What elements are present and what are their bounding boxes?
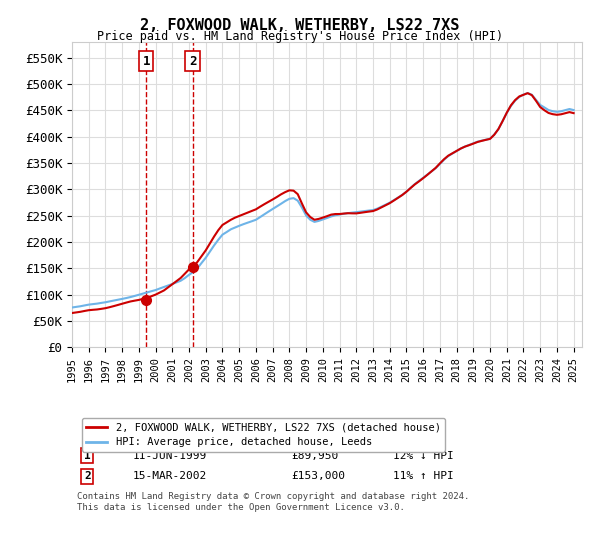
Text: 1: 1: [142, 55, 150, 68]
Text: Price paid vs. HM Land Registry's House Price Index (HPI): Price paid vs. HM Land Registry's House …: [97, 30, 503, 43]
Text: 1: 1: [84, 451, 91, 460]
Text: 11% ↑ HPI: 11% ↑ HPI: [394, 472, 454, 481]
Text: 15-MAR-2002: 15-MAR-2002: [133, 472, 208, 481]
Text: 2, FOXWOOD WALK, WETHERBY, LS22 7XS: 2, FOXWOOD WALK, WETHERBY, LS22 7XS: [140, 18, 460, 33]
Text: 12% ↓ HPI: 12% ↓ HPI: [394, 451, 454, 460]
Text: 11-JUN-1999: 11-JUN-1999: [133, 451, 208, 460]
Text: Contains HM Land Registry data © Crown copyright and database right 2024.
This d: Contains HM Land Registry data © Crown c…: [77, 492, 469, 512]
Text: £89,950: £89,950: [291, 451, 338, 460]
Text: 2: 2: [84, 472, 91, 481]
Legend: 2, FOXWOOD WALK, WETHERBY, LS22 7XS (detached house), HPI: Average price, detach: 2, FOXWOOD WALK, WETHERBY, LS22 7XS (det…: [82, 418, 445, 451]
Text: 2: 2: [189, 55, 196, 68]
Text: £153,000: £153,000: [291, 472, 346, 481]
